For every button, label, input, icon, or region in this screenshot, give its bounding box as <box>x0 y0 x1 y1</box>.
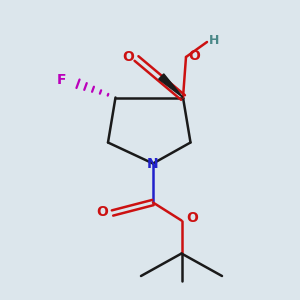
Text: O: O <box>186 211 198 224</box>
Text: H: H <box>208 34 219 47</box>
Polygon shape <box>159 74 183 98</box>
Text: O: O <box>96 205 108 218</box>
Text: O: O <box>122 50 134 64</box>
Text: N: N <box>147 157 159 170</box>
Text: O: O <box>188 49 200 62</box>
Text: F: F <box>57 73 66 86</box>
